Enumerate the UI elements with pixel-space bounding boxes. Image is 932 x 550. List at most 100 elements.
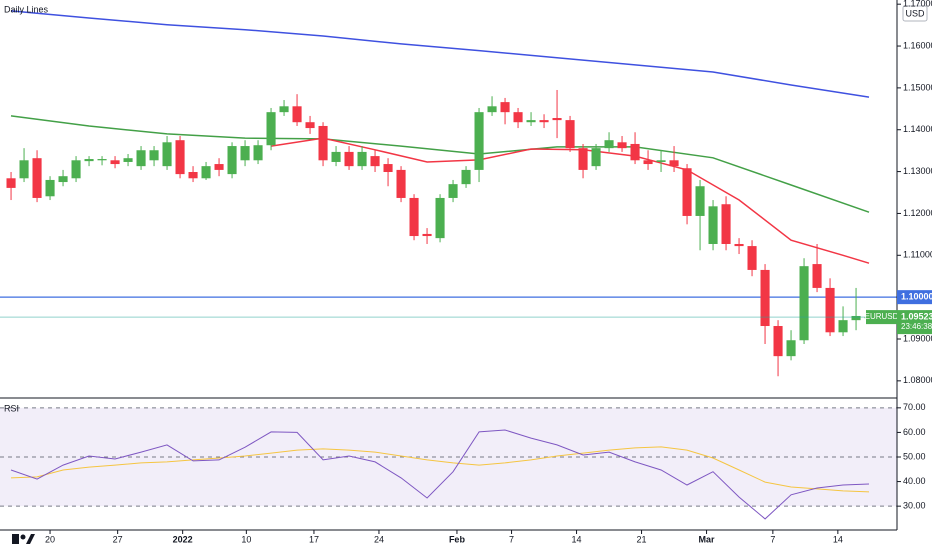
candle-body <box>500 102 510 113</box>
rsi-title: RSI <box>4 403 19 413</box>
candle-body <box>604 140 614 149</box>
rsi-y-tick-label: 30.00 <box>903 501 926 511</box>
symbol-box <box>866 310 897 325</box>
logo <box>12 534 35 544</box>
candle-body <box>227 146 237 175</box>
x-tick-label: 10 <box>241 534 251 544</box>
x-tick-label: 20 <box>45 534 55 544</box>
candle-body <box>266 112 276 146</box>
y-tick-label: 1.09000 <box>903 333 932 343</box>
candle-body <box>110 160 120 165</box>
candle-body <box>825 287 835 333</box>
candle-body <box>305 122 315 129</box>
rsi-ma-line <box>10 446 870 493</box>
candle-body <box>357 151 367 167</box>
candle-body <box>708 206 718 244</box>
candle-body <box>539 120 549 123</box>
candle-body <box>409 197 419 237</box>
candle-body <box>422 233 432 237</box>
candle-body <box>45 179 55 197</box>
x-tick-label: 7 <box>509 534 514 544</box>
x-tick-label: 17 <box>309 534 319 544</box>
plot-layer <box>0 10 897 520</box>
x-tick-label: 2022 <box>173 534 193 544</box>
candle-body <box>669 160 679 167</box>
candle-body <box>201 166 211 179</box>
candle-body <box>851 315 861 321</box>
candle-body <box>838 320 848 333</box>
x-tick-label: 27 <box>113 534 123 544</box>
candle-body <box>318 125 328 161</box>
x-tick-label: 14 <box>833 534 843 544</box>
candle-body <box>812 264 822 288</box>
candle-body <box>565 120 575 149</box>
x-tick-label: Feb <box>449 534 466 544</box>
candle-body <box>682 168 692 216</box>
rsi-line <box>10 429 870 520</box>
candle-body <box>6 178 16 188</box>
candle-body <box>383 164 393 173</box>
candle-body <box>435 197 445 239</box>
candle-body <box>513 112 523 123</box>
rsi-y-tick-label: 60.00 <box>903 427 926 437</box>
candle-body <box>214 164 224 170</box>
candle-body <box>175 140 185 175</box>
candle-body <box>526 120 536 123</box>
x-tick-label: Mar <box>699 534 716 544</box>
y-tick-label: 1.11000 <box>903 250 932 260</box>
candle-body <box>123 158 133 162</box>
x-tick-label: 24 <box>374 534 384 544</box>
last-price-box <box>897 310 932 335</box>
candle-body <box>695 186 705 216</box>
currency-box[interactable] <box>902 5 928 22</box>
candle-body <box>487 106 497 113</box>
candle-body <box>786 340 796 357</box>
x-tick-label: 21 <box>637 534 647 544</box>
candle-body <box>331 151 341 162</box>
x-tick-label: 14 <box>572 534 582 544</box>
candle-body <box>461 169 471 185</box>
candle-body <box>253 145 263 161</box>
candle-body <box>578 148 588 170</box>
y-tick-label: 1.15000 <box>903 82 932 92</box>
candle-body <box>552 118 562 121</box>
chart-title: Daily Lines <box>4 4 49 14</box>
x-tick-label: 7 <box>770 534 775 544</box>
level-label-box <box>897 290 932 305</box>
candle-body <box>84 159 94 162</box>
candle-body <box>474 112 484 170</box>
moving-average <box>10 10 870 98</box>
candle-body <box>773 326 783 357</box>
level-label: 1.10000 <box>901 292 932 302</box>
candle-body <box>19 160 29 179</box>
candle-body <box>734 243 744 247</box>
rsi-y-tick-label: 70.00 <box>903 402 926 412</box>
candle-body <box>747 246 757 270</box>
candle-body <box>630 143 640 161</box>
y-tick-label: 1.16000 <box>903 40 932 50</box>
last-price-label: 1.09523 <box>901 311 932 321</box>
countdown-label: 23:46:38 <box>901 322 932 331</box>
y-tick-label: 1.14000 <box>903 124 932 134</box>
candle-body <box>760 269 770 327</box>
y-tick-label: 1.17000 <box>903 0 932 9</box>
rsi-y-tick-label: 40.00 <box>903 476 926 486</box>
candle-body <box>32 158 42 198</box>
candle-body <box>71 160 81 179</box>
y-tick-label: 1.12000 <box>903 208 932 218</box>
candle-body <box>162 142 172 167</box>
candle-body <box>396 169 406 198</box>
candle-body <box>97 159 107 161</box>
candle-body <box>344 151 354 167</box>
candle-body <box>370 156 380 167</box>
y-tick-label: 1.13000 <box>903 166 932 176</box>
candle-body <box>279 106 289 113</box>
currency-label: USD <box>905 8 925 18</box>
candle-body <box>292 106 302 123</box>
candle-body <box>58 176 68 183</box>
candle-body <box>149 150 159 161</box>
candle-body <box>188 172 198 179</box>
candle-body <box>799 266 809 341</box>
candle-body <box>136 150 146 167</box>
